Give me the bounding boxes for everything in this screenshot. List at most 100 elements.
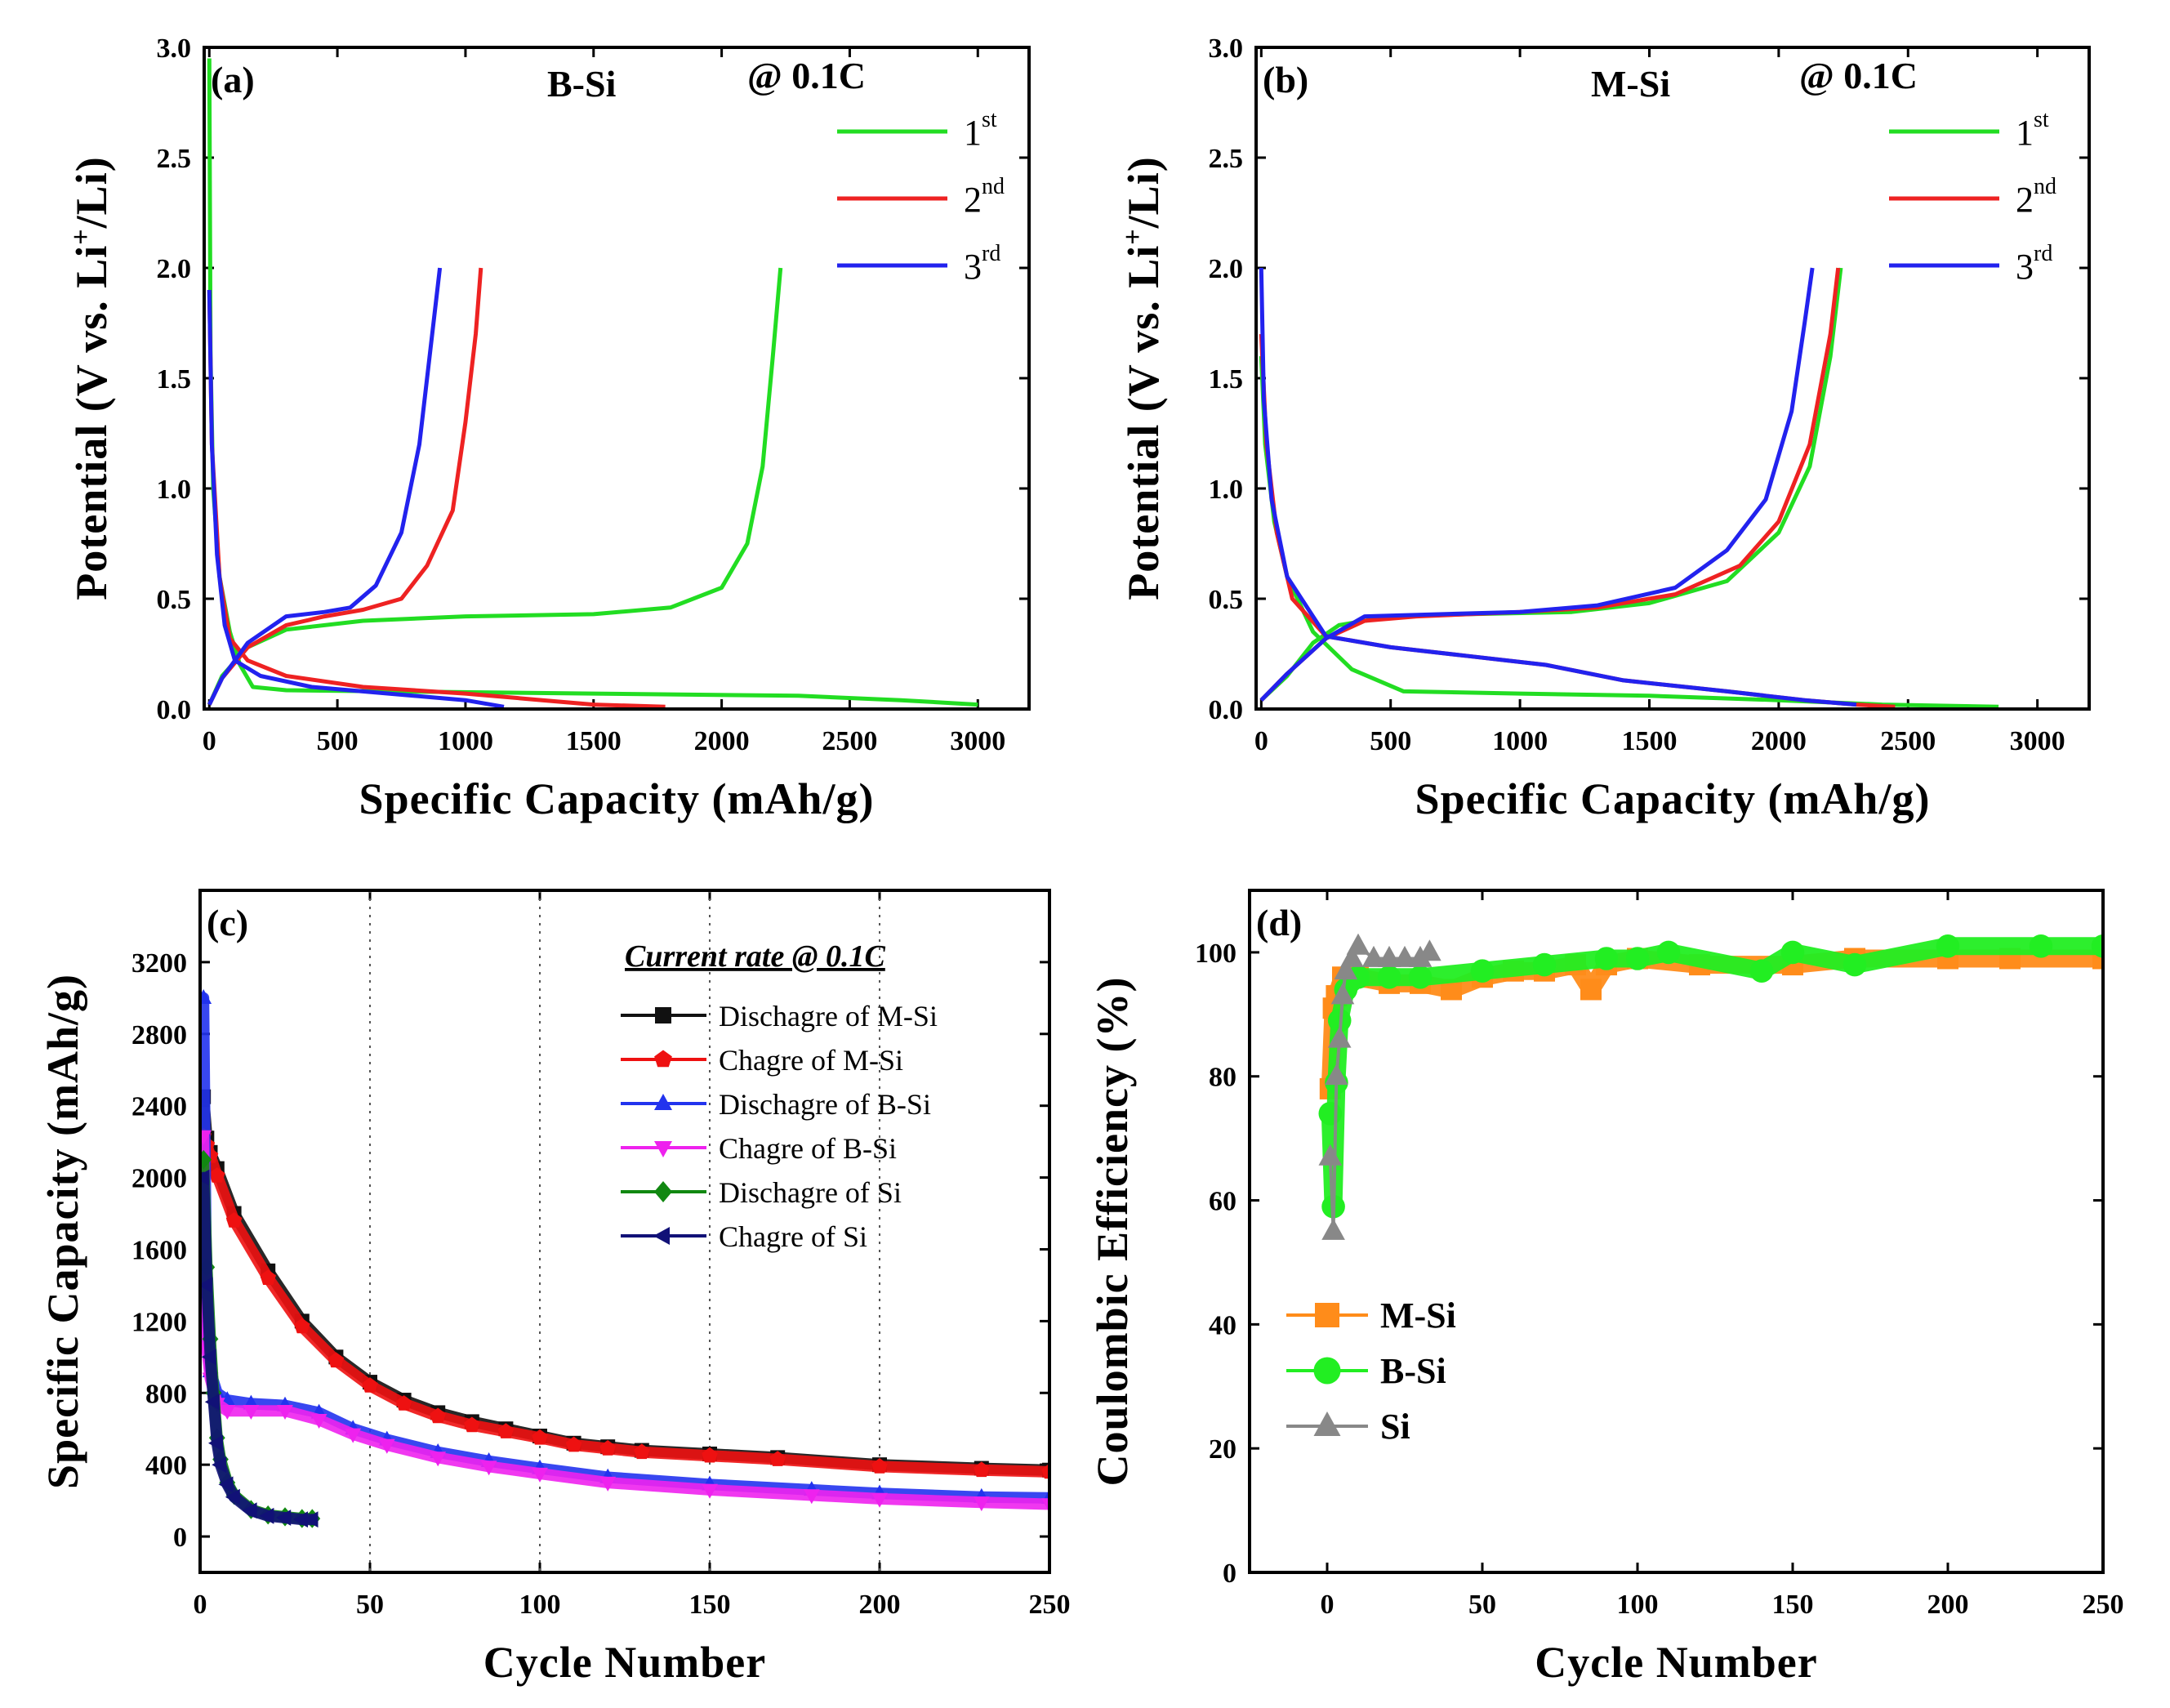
point-Chagre of M-Si (599, 1440, 616, 1456)
x-tick-label: 1000 (1492, 726, 1548, 756)
line-2nd-charge (207, 267, 483, 706)
series-markers (200, 989, 1049, 1528)
point-Si (1361, 945, 1386, 967)
x-tick-label: 150 (1772, 1590, 1814, 1620)
point-Chagre of M-Si (634, 1443, 650, 1460)
line-3rd-charge (1259, 267, 1815, 702)
point-B-Si (1656, 940, 1681, 965)
series-lines (1259, 267, 1999, 709)
panel-label: (b) (1263, 59, 1308, 100)
y-tick-label: 2400 (131, 1092, 187, 1122)
y-tick-label: 0.0 (157, 695, 192, 725)
x-tick-label: 50 (356, 1590, 384, 1620)
point-Chagre of Si (200, 1169, 210, 1186)
y-tick-label: 1200 (131, 1307, 187, 1337)
legend-label: Dischagre of M-Si (719, 1000, 938, 1032)
point-Chagre of M-Si (395, 1395, 412, 1411)
y-tick-label: 0.5 (157, 585, 192, 615)
x-tick-label: 200 (859, 1590, 901, 1620)
point-Chagre of Si (204, 1394, 220, 1411)
series-band-Chagre of M-Si (200, 1130, 1049, 1478)
point-Chagre of M-Si (871, 1458, 888, 1474)
point-B-Si (1532, 952, 1557, 977)
legend-marker (654, 1181, 672, 1202)
point-Chagre of M-Si (260, 1269, 276, 1285)
x-tick-label: 0 (1254, 726, 1268, 756)
point-Chagre of M-Si (328, 1352, 345, 1368)
legend-marker (1313, 1411, 1341, 1436)
x-tick-label: 0 (1321, 1590, 1335, 1620)
y-axis-title: Specific Capacity (mAh/g) (38, 974, 87, 1489)
x-tick-label: 1500 (566, 726, 622, 756)
point-Chagre of M-Si (769, 1451, 786, 1466)
point-Chagre of M-Si (497, 1423, 515, 1438)
x-tick-label: 200 (1927, 1590, 1969, 1620)
point-Chagre of M-Si (702, 1447, 718, 1463)
point-Chagre of M-Si (1041, 1463, 1049, 1479)
point-Chagre of M-Si (464, 1416, 480, 1433)
point-Si (1340, 945, 1364, 967)
panel-label: (d) (1256, 902, 1302, 943)
line-2nd-discharge (1259, 333, 1896, 709)
point-Chagre of Si (208, 1434, 223, 1452)
panel-c: 0 50 100 150 200 250 0 400 800 1200 1600 2000 2400 28… (38, 889, 1071, 1687)
x-tick-label: 2500 (822, 726, 877, 756)
point-B-Si (2091, 934, 2103, 958)
y-tick-label: 1.5 (157, 364, 192, 395)
x-tick-label: 2000 (1751, 726, 1807, 756)
y-tick-label: 40 (1209, 1310, 1236, 1340)
line-2nd-discharge (207, 289, 666, 709)
point-Chagre of B-Si (871, 1492, 888, 1508)
x-axis-title: Specific Capacity (mAh/g) (359, 774, 875, 823)
line-1st-charge (207, 267, 783, 706)
y-axis-title: Coulombic Efficiency (%) (1088, 977, 1137, 1487)
x-tick-label: 100 (519, 1590, 561, 1620)
legend-label: Chagre of Si (719, 1220, 867, 1253)
point-Chagre of M-Si (294, 1318, 310, 1334)
point-Chagre of Si (259, 1507, 274, 1524)
legend-marker (654, 1050, 672, 1068)
x-tick-label: 150 (689, 1590, 731, 1620)
point-Si (1392, 945, 1417, 967)
plot-frame (1254, 46, 2091, 711)
legend-marker (654, 1094, 672, 1110)
line-1st-discharge (207, 58, 978, 707)
point-Chagre of B-Si (310, 1414, 328, 1429)
point-Si (1377, 945, 1401, 967)
point-Dischagre of B-Si (200, 989, 212, 1004)
line-1st-discharge (1259, 355, 1999, 709)
chart-title: B-Si (547, 63, 617, 105)
y-tick-label: 2.5 (157, 144, 192, 174)
y-axis-title: Potential (V vs. Li+/Li) (66, 156, 116, 600)
x-tick-label: 2000 (694, 726, 750, 756)
point-Si (1334, 958, 1358, 980)
plot-frame (1248, 889, 2105, 1574)
point-Chagre of Si (303, 1511, 319, 1528)
point-Chagre of B-Si (480, 1460, 497, 1476)
legend-label: 1st (964, 107, 997, 153)
legend-marker (1313, 1357, 1341, 1385)
point-Chagre of B-Si (973, 1496, 990, 1512)
y-tick-label: 2800 (131, 1020, 187, 1050)
rate-label: @ 0.1C (747, 55, 866, 96)
x-tick-label: 3000 (950, 726, 1005, 756)
legend-label: Chagre of M-Si (719, 1044, 903, 1077)
point-Si (1346, 933, 1370, 955)
point-B-Si (1842, 952, 1867, 977)
y-tick-label: 2.0 (157, 254, 192, 284)
point-Chagre of M-Si (532, 1429, 548, 1445)
y-tick-label: 800 (145, 1379, 187, 1409)
line-2nd-charge (1259, 267, 1841, 702)
point-B-Si (1318, 1101, 1343, 1126)
point-B-Si (1625, 947, 1650, 970)
y-tick-label: 0 (173, 1523, 187, 1553)
y-tick-label: 2.0 (1209, 254, 1244, 284)
y-tick-label: 3200 (131, 948, 187, 979)
y-tick-label: 100 (1195, 939, 1236, 969)
y-tick-label: 2.5 (1209, 144, 1244, 174)
chart-title: M-Si (1591, 63, 1670, 105)
x-tick-label: 0 (203, 726, 216, 756)
legend-label: 3rd (964, 241, 1000, 287)
point-Chagre of B-Si (277, 1405, 293, 1420)
line-3rd-discharge (1259, 267, 1857, 707)
